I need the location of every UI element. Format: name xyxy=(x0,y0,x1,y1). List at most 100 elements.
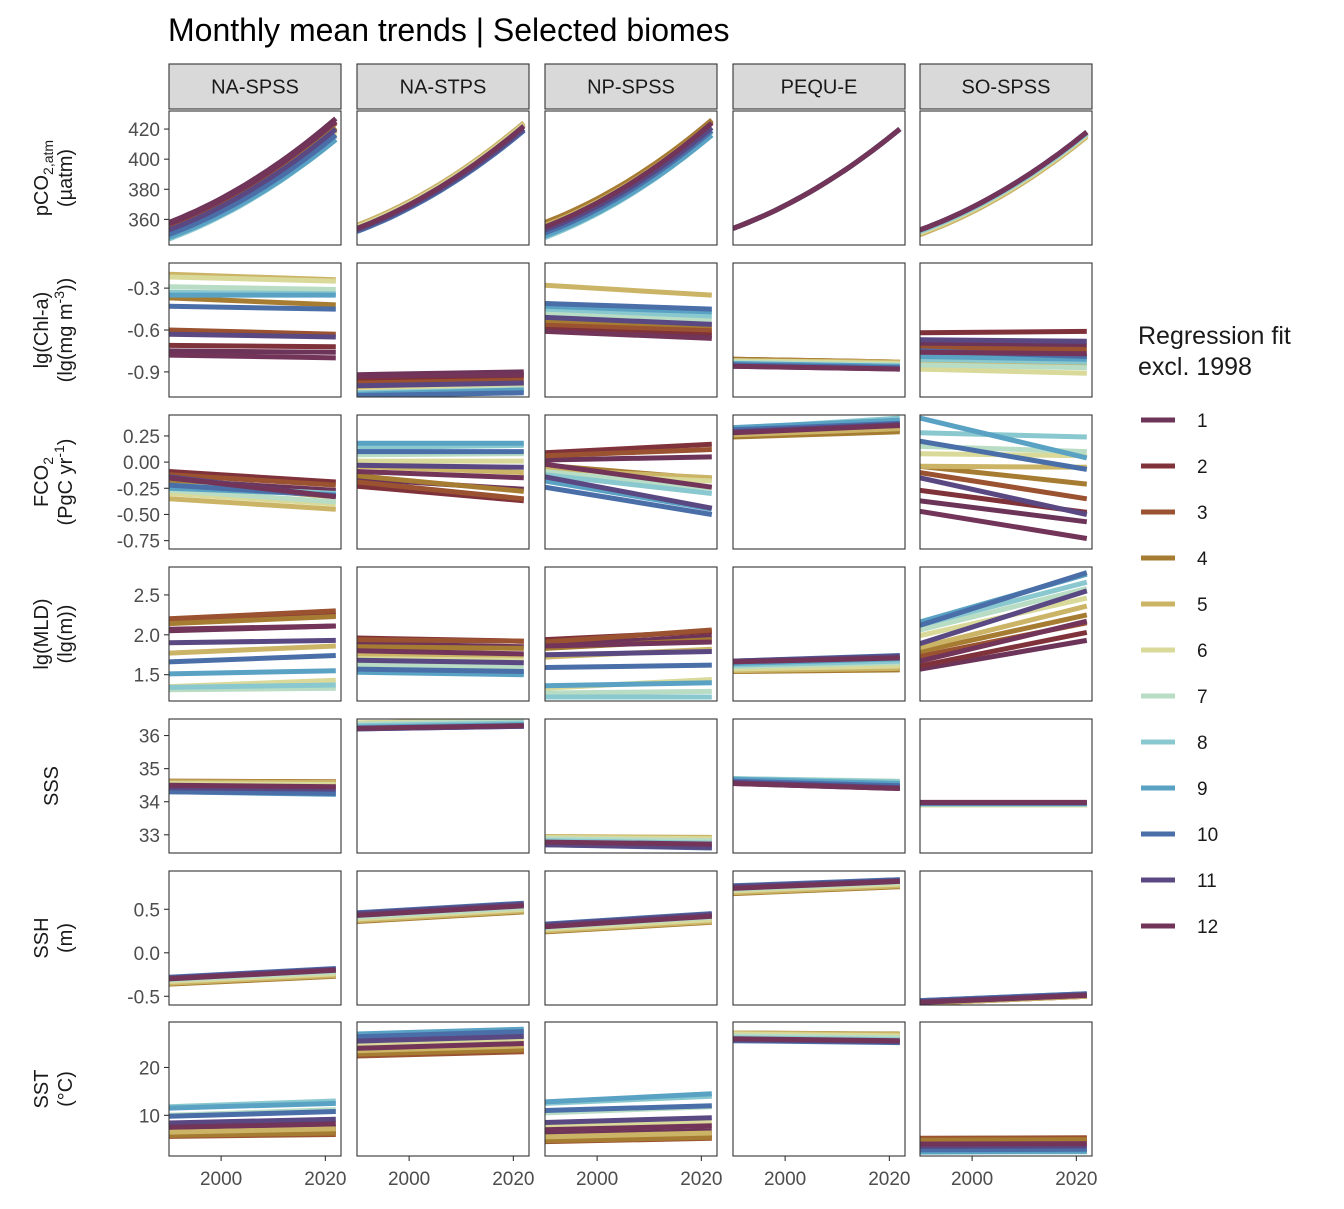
trend-line-month-5 xyxy=(169,643,336,656)
panel-chla-np-spss xyxy=(544,262,718,398)
panel-border xyxy=(919,110,1093,246)
row-fco2: -0.75 -0.50 -0.25 0.00 0.25 FCO2 (PgC yr-1) xyxy=(31,414,1093,553)
trend-line-month-9 xyxy=(169,1100,336,1111)
trend-line-month-12 xyxy=(169,782,336,790)
y-tick-label: 36 xyxy=(139,727,160,748)
panel-background xyxy=(920,719,1092,853)
panel-fco2-na-spss xyxy=(168,414,342,550)
y-axis-label: lg(MLD) (lg(m)) xyxy=(31,598,77,669)
legend-item-8: 8 xyxy=(1141,733,1208,754)
legend-label: 7 xyxy=(1197,687,1208,708)
trend-line-month-9 xyxy=(169,668,336,677)
legend-item-5: 5 xyxy=(1141,595,1208,616)
panel-background xyxy=(357,111,529,245)
y-axis-label: SSS xyxy=(41,766,63,806)
trend-line-month-12 xyxy=(733,655,900,665)
panel-background xyxy=(169,567,341,701)
trend-line-month-4 xyxy=(920,1137,1087,1143)
panel-fco2-na-stps xyxy=(356,414,530,550)
trend-line-month-11 xyxy=(545,125,714,233)
trend-line-month-8 xyxy=(920,430,1087,440)
legend-label: 5 xyxy=(1197,595,1208,616)
legend-title: Regression fit xyxy=(1138,322,1291,350)
panel-border xyxy=(919,1021,1093,1157)
trend-line-month-3 xyxy=(545,627,712,645)
trend-line-month-12 xyxy=(169,352,336,361)
panel-background xyxy=(733,111,905,245)
y-axis-label: SSH (m) xyxy=(31,917,77,958)
trend-line-month-4 xyxy=(169,295,336,308)
trend-line-month-12 xyxy=(545,913,712,930)
trend-line-month-1 xyxy=(920,637,1088,672)
panel-grid: NA-SPSS NA-STPS NP-SPSS PEQU-E SO-SPSS 360 380… xyxy=(31,63,1098,1190)
y-axis-label: lg(Chl-a) (lg(mg m-3)) xyxy=(31,278,77,383)
x-tick-label: 2020 xyxy=(1055,1169,1097,1190)
panel-border xyxy=(919,718,1093,854)
trend-line-month-12 xyxy=(733,127,902,231)
y-tick-label: 10 xyxy=(139,1106,160,1127)
legend-item-4: 4 xyxy=(1141,549,1208,570)
legend-label: 10 xyxy=(1197,825,1218,846)
y-tick-label: 2.0 xyxy=(134,626,160,647)
x-tick-label: 2000 xyxy=(576,1169,618,1190)
trend-line-month-4 xyxy=(357,644,524,651)
legend-item-12: 12 xyxy=(1141,917,1218,938)
trend-line-month-10 xyxy=(920,570,1088,628)
panel-sst-so-spss xyxy=(919,1021,1093,1157)
x-tick-label: 2020 xyxy=(680,1169,722,1190)
panel-background xyxy=(733,263,905,397)
x-axis: 2000 2020 2000 2020 2000 2020 2000 2020 2000 2020 xyxy=(200,1156,1098,1190)
trend-line-month-3 xyxy=(169,608,336,622)
y-tick-label: -0.3 xyxy=(127,279,160,300)
y-axis-label-line: SSS xyxy=(41,766,63,806)
y-tick-label: -0.5 xyxy=(127,987,160,1008)
trend-line-month-9 xyxy=(545,680,712,689)
legend-label: 1 xyxy=(1197,411,1208,432)
facet-strip-na-spss: NA-SPSS xyxy=(168,63,342,110)
trend-line-month-1 xyxy=(169,348,336,355)
y-axis-label-line: (PgC yr-1) xyxy=(51,439,77,526)
trend-line-month-11 xyxy=(357,462,524,470)
y-axis-label-line: (lg(m)) xyxy=(55,605,77,664)
y-tick-label: -0.50 xyxy=(117,505,160,526)
panel-background xyxy=(357,719,529,853)
panel-border xyxy=(168,262,342,398)
trend-line-month-11 xyxy=(545,314,712,327)
trend-line-month-10 xyxy=(545,1103,712,1113)
panel-border xyxy=(356,262,530,398)
panel-border xyxy=(732,110,906,246)
y-axis-label-line: (°C) xyxy=(55,1071,77,1107)
panel-fco2-pequ-e xyxy=(732,414,906,550)
x-tick-label: 2020 xyxy=(868,1169,910,1190)
trend-line-month-2 xyxy=(545,441,712,456)
y-tick-label: 35 xyxy=(139,760,160,781)
trend-line-month-11 xyxy=(357,380,524,389)
trend-line-month-11 xyxy=(169,331,336,340)
panel-border xyxy=(544,414,718,550)
trend-line-month-11 xyxy=(545,842,712,850)
panel-border xyxy=(544,262,718,398)
trend-line-month-4 xyxy=(169,614,336,627)
panel-chla-pequ-e xyxy=(732,262,906,398)
trend-line-month-12 xyxy=(733,781,900,791)
legend-label: 4 xyxy=(1197,549,1208,570)
trend-line-month-12 xyxy=(733,878,900,891)
panel-border xyxy=(919,870,1093,1006)
trend-line-month-2 xyxy=(169,342,336,350)
facet-strip-label: NP-SPSS xyxy=(587,77,675,99)
legend-item-7: 7 xyxy=(1141,687,1208,708)
panel-border xyxy=(356,1021,530,1157)
legend-item-10: 10 xyxy=(1141,825,1218,846)
y-tick-label: 0.25 xyxy=(123,427,160,448)
facet-strip-so-spss: SO-SPSS xyxy=(919,63,1093,110)
trend-line-month-12 xyxy=(545,1123,712,1133)
trend-line-month-3 xyxy=(920,470,1088,502)
trend-line-month-4 xyxy=(169,1130,336,1138)
facet-strip-label: PEQU-E xyxy=(781,77,858,99)
y-tick-label: 0.0 xyxy=(134,944,160,965)
trend-line-month-3 xyxy=(545,321,712,333)
y-tick-label: 360 xyxy=(128,210,160,231)
y-axis-label-line: pCO2,atm xyxy=(31,140,56,216)
panel-border xyxy=(732,414,906,550)
panel-ssh-na-stps xyxy=(356,870,530,1006)
